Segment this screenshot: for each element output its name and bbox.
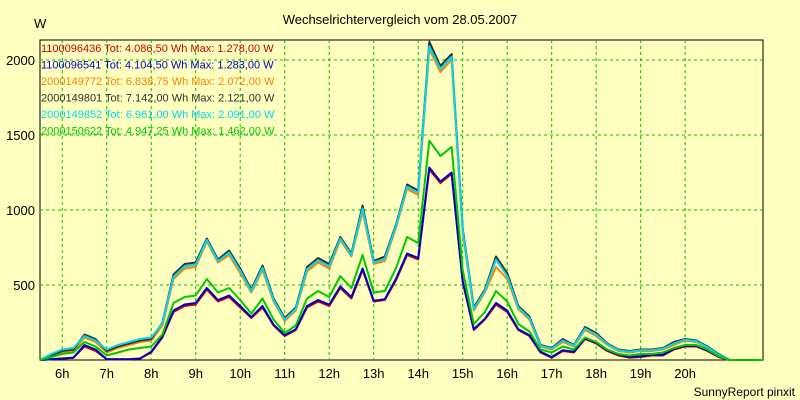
- legend-entry: 2000149852 Tot: 6.961,00 Wh Max: 2.091,0…: [41, 109, 275, 121]
- x-tick-label: 20h: [674, 366, 696, 381]
- x-tick-label: 11h: [274, 366, 295, 381]
- chart-title: Wechselrichtervergleich vom 28.05.2007: [283, 12, 518, 27]
- y-tick-label: 500: [13, 278, 35, 293]
- x-tick-label: 10h: [229, 366, 251, 381]
- legend-entry: 2000149801 Tot: 7.142,00 Wh Max: 2.121,0…: [41, 93, 275, 105]
- x-tick-label: 12h: [318, 366, 340, 381]
- y-tick-labels: 500 1000 1500 2000: [6, 53, 35, 293]
- series-lines: [39, 40, 763, 361]
- y-tick-label: 1000: [6, 203, 35, 218]
- x-tick-label: 17h: [541, 366, 563, 381]
- plot-area: [39, 39, 764, 361]
- x-tick-label: 18h: [585, 366, 607, 381]
- y-tick-label: 1500: [6, 128, 35, 143]
- x-tick-label: 9h: [188, 366, 202, 381]
- x-tick-label: 6h: [55, 366, 69, 381]
- series-line-5: [39, 139, 763, 361]
- x-tick-label: 15h: [452, 366, 474, 381]
- legend-entry: 2000149772 Tot: 6.838,75 Wh Max: 2.072,0…: [41, 76, 275, 88]
- footer-credit: SunnyReport pinxit: [694, 385, 796, 399]
- x-tick-label: 8h: [144, 366, 158, 381]
- series-line-4: [39, 45, 763, 361]
- legend-entry: 2000150622 Tot: 4.947,25 Wh Max: 1.462,0…: [41, 126, 275, 138]
- x-tick-label: 14h: [407, 366, 429, 381]
- y-axis-unit: W: [34, 16, 47, 31]
- x-tick-labels: 6h 7h 8h 9h 10h 11h 12h 13h 14h 15h 16h 17h 18h 19h 20…: [55, 366, 696, 381]
- x-tick-label: 16h: [496, 366, 518, 381]
- x-tick-label: 7h: [100, 366, 114, 381]
- series-line-1: [39, 166, 763, 361]
- x-tick-label: 13h: [363, 366, 385, 381]
- y-tick-label: 2000: [6, 53, 35, 68]
- x-tick-label: 19h: [630, 366, 652, 381]
- legend-entry: 1100096436 Tot: 4.086,50 Wh Max: 1.278,0…: [41, 43, 274, 55]
- legend: 1100096436 Tot: 4.086,50 Wh Max: 1.278,0…: [41, 43, 275, 138]
- legend-entry: 1100096541 Tot: 4.104,50 Wh Max: 1.283,0…: [41, 60, 274, 72]
